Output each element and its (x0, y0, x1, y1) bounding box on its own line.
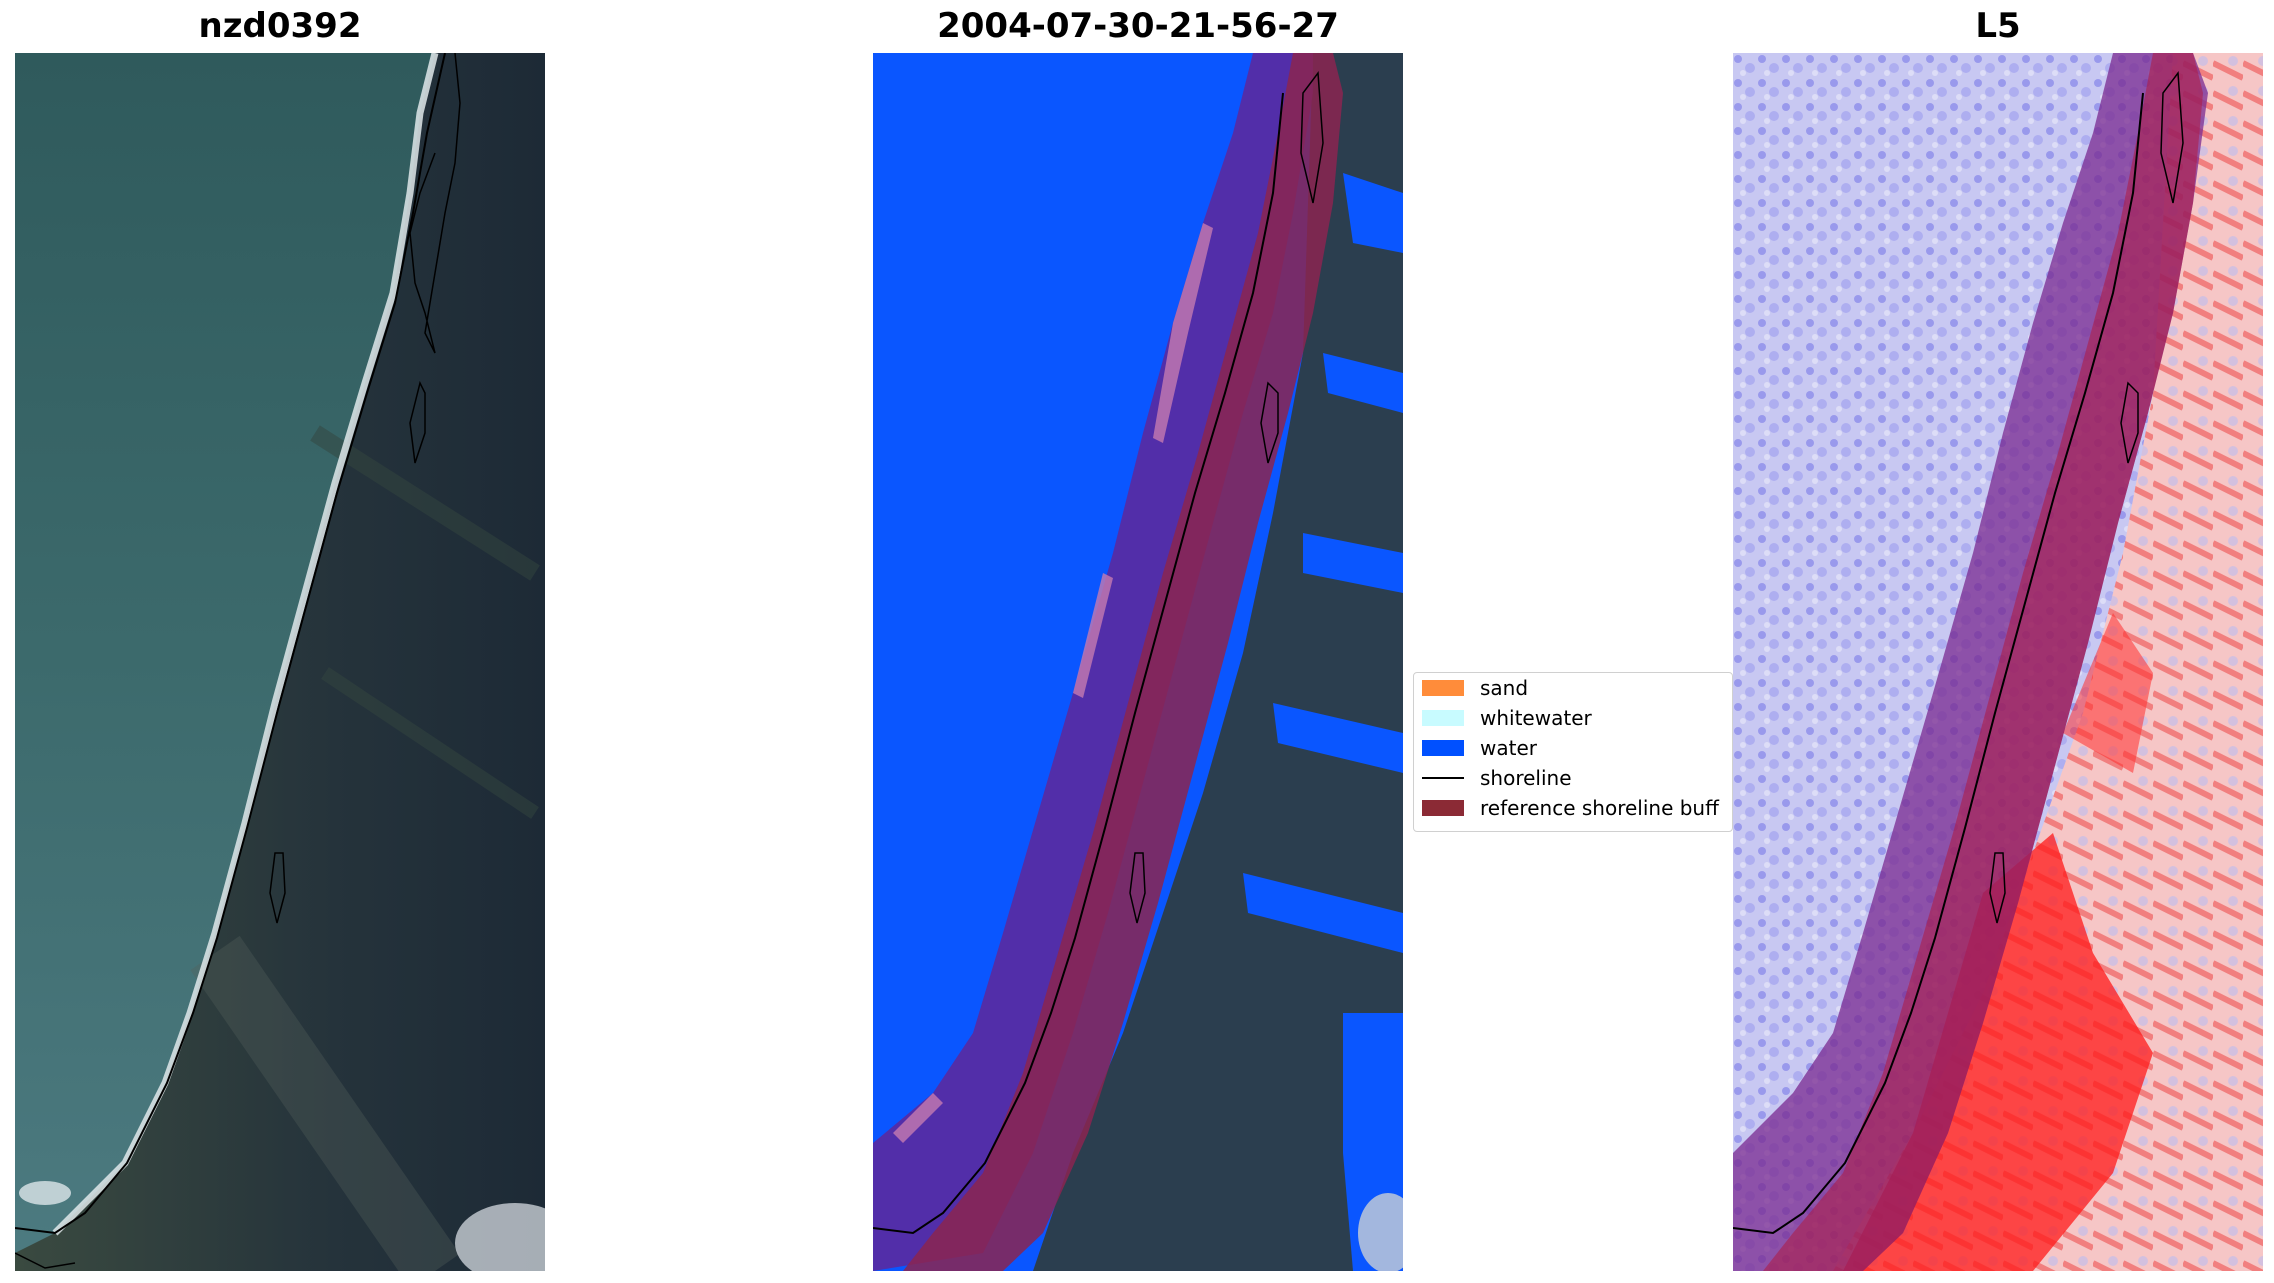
whitewater-swatch (1422, 710, 1464, 726)
legend-label: shoreline (1480, 766, 1572, 790)
reference-buffer-swatch (1422, 800, 1464, 816)
panel-title-index: L5 (1975, 6, 2021, 46)
legend-label: sand (1480, 676, 1529, 700)
rgb-image (15, 53, 545, 1271)
panel-title-rgb: nzd0392 (198, 6, 362, 46)
legend-item-shoreline: shoreline (1422, 765, 1572, 791)
panel-title-classification: 2004-07-30-21-56-27 (937, 6, 1339, 46)
legend-label: water (1480, 736, 1537, 760)
sand-swatch (1422, 680, 1464, 696)
water-swatch (1422, 740, 1464, 756)
legend-item-reference-buffer: reference shoreline buff (1422, 795, 1719, 821)
legend: sand whitewater water shoreline referenc… (1413, 672, 1733, 832)
legend-item-whitewater: whitewater (1422, 705, 1592, 731)
legend-item-water: water (1422, 735, 1537, 761)
legend-item-sand: sand (1422, 675, 1528, 701)
index-image (1733, 53, 2263, 1271)
rgb-image-panel (15, 53, 545, 1271)
legend-label: whitewater (1480, 706, 1592, 730)
classification-panel (873, 53, 1403, 1271)
index-panel (1733, 53, 2263, 1271)
legend-label: reference shoreline buff (1480, 796, 1719, 820)
classification-image (873, 53, 1403, 1271)
shoreline-swatch (1422, 777, 1464, 779)
